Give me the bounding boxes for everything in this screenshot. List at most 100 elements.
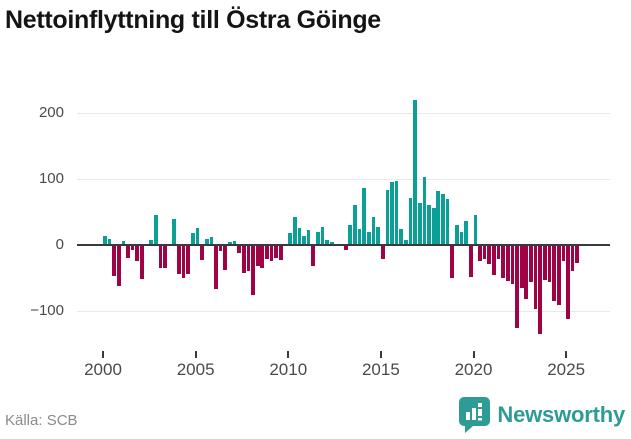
bar-2006K4 — [228, 241, 232, 245]
bar-2012K2 — [329, 241, 334, 245]
bar-2024K1 — [547, 246, 552, 283]
bar-2003K4 — [172, 219, 177, 245]
bar-2013K2 — [348, 225, 353, 245]
x-tick-label-2010: 2010 — [269, 360, 308, 379]
bar-2023K1 — [529, 246, 533, 283]
y-tick-label: 0 — [55, 236, 64, 253]
bar-2019K4 — [468, 246, 473, 278]
bar-2000K3 — [112, 246, 116, 276]
bar-2000K2 — [107, 239, 112, 245]
bar-2022K1 — [510, 246, 515, 285]
plot-area — [77, 90, 610, 345]
bar-2002K3 — [149, 239, 153, 245]
x-tick-2010 — [287, 351, 290, 358]
chart-title: Nettoinflyttning till Östra Göinge — [5, 6, 381, 34]
bar-2020K4 — [487, 246, 492, 264]
bar-2022K3 — [519, 246, 524, 288]
x-tick-label-2005: 2005 — [176, 360, 215, 379]
bar-2009K2 — [274, 246, 279, 258]
bar-2015K2 — [385, 190, 390, 245]
bar-2021K1 — [492, 246, 496, 276]
footer: Källa: SCB Newsworthy — [0, 393, 631, 439]
bar-2010K3 — [297, 227, 302, 245]
bar-2020K3 — [482, 246, 487, 260]
bar-2016K2 — [404, 239, 408, 245]
bar-2008K1 — [251, 246, 255, 295]
x-tick-2005 — [194, 351, 197, 358]
x-tick-2025 — [565, 351, 568, 358]
bar-2021K4 — [505, 246, 510, 281]
bar-2011K4 — [320, 226, 325, 245]
bar-2010K4 — [302, 235, 306, 245]
bar-2004K4 — [190, 233, 195, 245]
bar-2015K4 — [394, 180, 399, 245]
x-tick-2000 — [102, 351, 104, 358]
bar-2025K1 — [566, 246, 570, 320]
y-tick-label: 200 — [38, 104, 64, 121]
bar-2024K4 — [561, 246, 566, 262]
bar-2001K4 — [135, 246, 140, 262]
bar-2017K1 — [417, 203, 422, 245]
bar-2017K2 — [422, 177, 427, 245]
bar-2011K3 — [316, 232, 320, 245]
bar-2019K3 — [464, 220, 468, 245]
bar-2006K2 — [218, 246, 223, 252]
bar-2011K1 — [306, 229, 311, 245]
bar-2006K3 — [223, 246, 228, 270]
bar-2004K3 — [186, 246, 191, 275]
y-tick-label: −100 — [30, 302, 64, 319]
bar-2010K2 — [292, 216, 297, 245]
bar-2019K1 — [454, 225, 459, 245]
x-axis: 2000 2005 2010 2015 2020 2025 — [77, 345, 610, 381]
bar-2009K1 — [269, 246, 274, 262]
bar-2012K1 — [325, 239, 329, 245]
bar-2018K1 — [436, 190, 441, 245]
bar-2017K3 — [427, 204, 431, 245]
x-tick-2015 — [379, 351, 382, 358]
bar-2010K1 — [288, 233, 292, 245]
bar-2019K2 — [459, 232, 464, 245]
bar-2008K4 — [265, 246, 269, 260]
bar-2009K3 — [278, 246, 283, 260]
y-axis-labels: 200 100 0 −100 — [0, 90, 64, 345]
gridline--100 — [77, 311, 610, 312]
bar-2000K4 — [116, 246, 121, 287]
zero-axis-line — [77, 244, 610, 246]
x-tick-2020 — [472, 351, 475, 358]
bar-2025K3 — [575, 246, 580, 263]
bar-2024K2 — [552, 246, 556, 301]
bar-2008K2 — [255, 246, 260, 266]
bar-2020K2 — [478, 246, 482, 262]
bar-chart-badge-icon — [459, 397, 491, 433]
bar-2023K3 — [538, 246, 543, 335]
newsworthy-wordmark: Newsworthy — [497, 402, 625, 427]
bar-2016K1 — [399, 228, 404, 245]
bar-2001K2 — [126, 246, 130, 258]
bar-2000K1 — [103, 235, 107, 245]
bar-2018K4 — [450, 246, 455, 278]
bar-2007K3 — [241, 246, 246, 274]
bar-2015K1 — [380, 246, 385, 260]
bar-2005K2 — [200, 246, 204, 260]
bar-2007K1 — [232, 241, 237, 245]
y-tick-label: 100 — [38, 170, 64, 187]
bar-2024K3 — [556, 246, 561, 305]
bar-2014K4 — [376, 226, 380, 245]
bar-2005K3 — [204, 239, 209, 245]
bar-2013K3 — [353, 205, 357, 245]
bar-2023K2 — [533, 246, 538, 310]
bar-2013K4 — [357, 229, 362, 245]
bar-2016K4 — [413, 99, 417, 245]
newsworthy-logo: Newsworthy — [459, 397, 625, 433]
bar-2015K3 — [390, 182, 394, 245]
bar-2022K2 — [515, 246, 519, 328]
bar-2017K4 — [431, 208, 436, 245]
bar-2006K1 — [214, 246, 218, 289]
bar-2005K4 — [209, 237, 214, 245]
source-label: Källa: SCB — [5, 412, 78, 429]
x-tick-label-2025: 2025 — [547, 360, 586, 379]
bar-2025K2 — [570, 246, 575, 272]
bar-2013K1 — [343, 246, 348, 250]
x-tick-label-2015: 2015 — [361, 360, 400, 379]
